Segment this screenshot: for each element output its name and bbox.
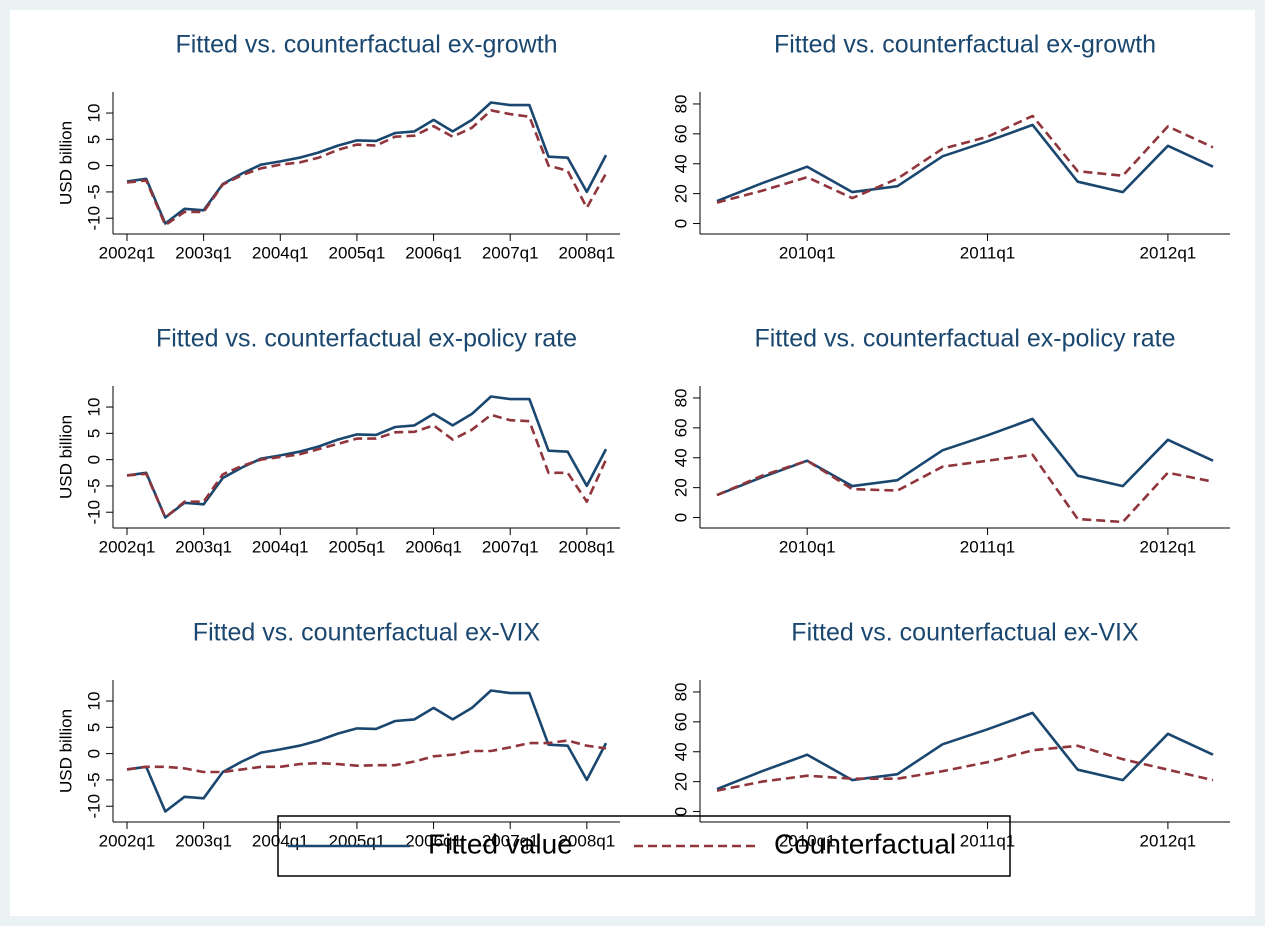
- y-tick-label: 0: [671, 219, 690, 228]
- y-tick-label: 60: [671, 418, 690, 437]
- x-tick-label: 2002q1: [99, 831, 156, 850]
- y-tick-label: 60: [671, 712, 690, 731]
- series-line: [126, 109, 608, 227]
- y-tick-label: -10: [84, 794, 103, 819]
- x-tick-label: 2011q1: [960, 831, 1015, 850]
- series-line: [126, 395, 608, 519]
- y-tick-label: 40: [671, 154, 690, 173]
- x-tick-label: 2010q1: [779, 243, 836, 262]
- x-tick-label: 2008q1: [558, 243, 615, 262]
- x-tick-label: 2005q1: [329, 243, 386, 262]
- chart-title: Fitted vs. counterfactual ex-policy rate: [156, 325, 577, 353]
- chart-title: Fitted vs. counterfactual ex-growth: [774, 31, 1156, 59]
- y-tick-label: 10: [84, 104, 103, 123]
- x-tick-label: 2011q1: [960, 537, 1015, 556]
- y-tick-label: 60: [671, 124, 690, 143]
- y-tick-label: 0: [671, 807, 690, 816]
- y-tick-label: 0: [84, 749, 103, 758]
- series-line: [716, 123, 1214, 203]
- x-tick-label: 2006q1: [405, 243, 462, 262]
- x-tick-label: 2011q1: [960, 243, 1015, 262]
- x-tick-label: 2004q1: [252, 537, 309, 556]
- chart-title: Fitted vs. counterfactual ex-growth: [175, 31, 557, 59]
- series-line: [716, 744, 1214, 792]
- x-tick-label: 2012q1: [1140, 243, 1197, 262]
- x-tick-label: 2003q1: [175, 831, 232, 850]
- y-tick-label: 0: [84, 161, 103, 170]
- y-tick-label: 0: [671, 513, 690, 522]
- y-tick-label: 10: [84, 692, 103, 711]
- y-tick-label: 80: [671, 682, 690, 701]
- x-tick-label: 2007q1: [482, 831, 539, 850]
- chart-title: Fitted vs. counterfactual ex-VIX: [193, 619, 541, 647]
- x-tick-label: 2010q1: [779, 537, 836, 556]
- y-axis-title: USD billion: [56, 709, 75, 793]
- x-tick-label: 2004q1: [252, 831, 309, 850]
- y-tick-label: 20: [671, 478, 690, 497]
- y-tick-label: 5: [84, 723, 103, 732]
- x-tick-label: 2008q1: [558, 831, 615, 850]
- legend-label: Counterfactual: [774, 828, 956, 859]
- x-tick-label: 2006q1: [405, 537, 462, 556]
- y-axis-title: USD billion: [56, 415, 75, 499]
- series-line: [716, 453, 1214, 524]
- y-tick-label: 5: [84, 429, 103, 438]
- x-tick-label: 2007q1: [482, 537, 539, 556]
- y-tick-label: -10: [84, 500, 103, 525]
- x-tick-label: 2005q1: [329, 537, 386, 556]
- y-tick-label: -5: [84, 478, 103, 493]
- y-tick-label: 80: [671, 94, 690, 113]
- series-line: [716, 711, 1214, 791]
- x-tick-label: 2004q1: [252, 243, 309, 262]
- x-tick-label: 2003q1: [175, 537, 232, 556]
- y-tick-label: -5: [84, 772, 103, 787]
- y-tick-label: -10: [84, 206, 103, 231]
- legend-label: Fitted value: [428, 828, 573, 859]
- chart-title: Fitted vs. counterfactual ex-policy rate: [754, 325, 1175, 353]
- chart-title: Fitted vs. counterfactual ex-VIX: [791, 619, 1139, 647]
- series-line: [126, 689, 608, 813]
- y-tick-label: 40: [671, 742, 690, 761]
- x-tick-label: 2005q1: [329, 831, 386, 850]
- series-line: [126, 413, 608, 519]
- x-tick-label: 2002q1: [99, 537, 156, 556]
- x-tick-label: 2012q1: [1140, 831, 1197, 850]
- series-line: [126, 739, 607, 774]
- y-tick-label: 20: [671, 184, 690, 203]
- x-tick-label: 2008q1: [558, 537, 615, 556]
- y-tick-label: 5: [84, 135, 103, 144]
- y-tick-label: 20: [671, 772, 690, 791]
- y-tick-label: 40: [671, 448, 690, 467]
- y-axis-title: USD billion: [56, 121, 75, 205]
- x-tick-label: 2006q1: [405, 831, 462, 850]
- y-tick-label: 0: [84, 455, 103, 464]
- y-tick-label: 80: [671, 388, 690, 407]
- x-tick-label: 2012q1: [1140, 537, 1197, 556]
- series-line: [716, 114, 1214, 204]
- plot-background: [10, 10, 1255, 916]
- x-tick-label: 2010q1: [779, 831, 836, 850]
- x-tick-label: 2003q1: [175, 243, 232, 262]
- y-tick-label: 10: [84, 398, 103, 417]
- x-tick-label: 2002q1: [99, 243, 156, 262]
- y-tick-label: -5: [84, 184, 103, 199]
- x-tick-label: 2007q1: [482, 243, 539, 262]
